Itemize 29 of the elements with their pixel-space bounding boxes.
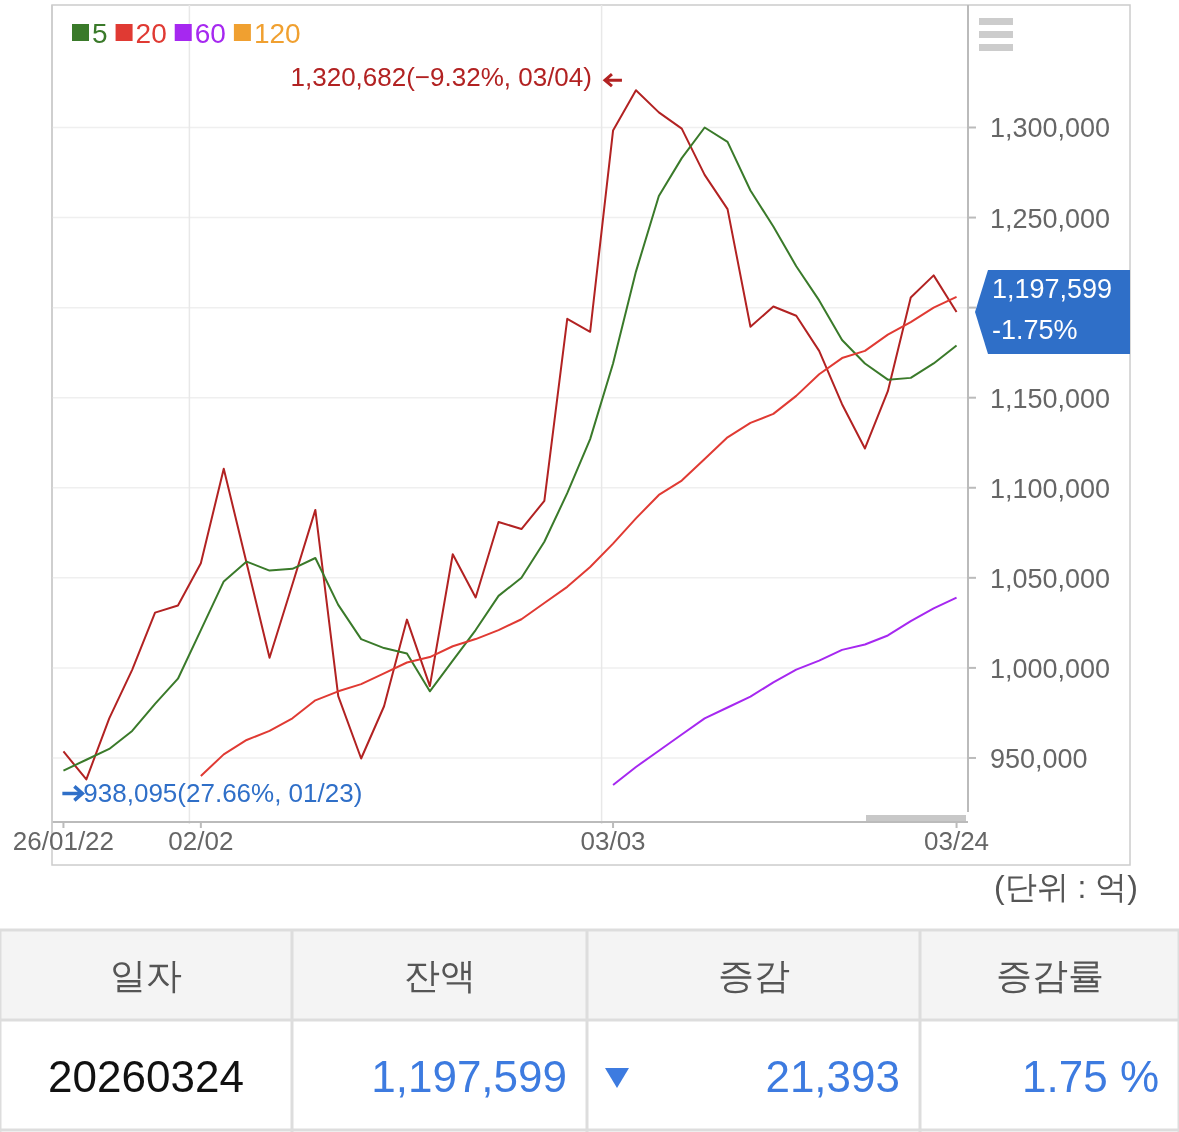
legend-label: 5 [92,18,108,49]
text: 증감률 [995,955,1104,996]
text: 21,393 [765,1052,900,1101]
line-series [199,295,958,777]
text: 일자 [110,955,182,996]
text: 증감 [717,955,790,996]
legend-label: 20 [135,18,167,49]
annotation: 1,320,682(−9.32%, 03/04) [290,62,592,93]
y-tick-label: 950,000 [990,743,1088,774]
y-tick-label: 1,250,000 [990,203,1111,234]
text: (단위 : 억) [994,869,1138,905]
y-tick-label: 1,000,000 [990,653,1111,684]
x-tick-label: 26/01/22 [12,826,115,856]
text: 1,197,599 -1.75% [992,273,1120,345]
legend-label: 60 [194,18,226,49]
annotation: 938,095(27.66%, 01/23) [83,778,363,809]
x-tick-label: 03/24 [924,826,990,856]
x-tick-label: 02/02 [168,826,234,856]
text: 20260324 [48,1052,244,1101]
legend-label: 120 [253,18,301,49]
x-tick-label: 03/03 [580,826,646,856]
text: 잔액 [403,955,476,996]
y-tick-label: 1,100,000 [990,473,1111,504]
y-tick-label: 1,300,000 [990,113,1111,144]
y-tick-label: 1,150,000 [990,383,1111,414]
text: 1.75 % [1022,1052,1159,1101]
y-tick-label: 1,050,000 [990,563,1111,594]
line-series [612,596,958,786]
text: 1,197,599 [371,1052,567,1101]
